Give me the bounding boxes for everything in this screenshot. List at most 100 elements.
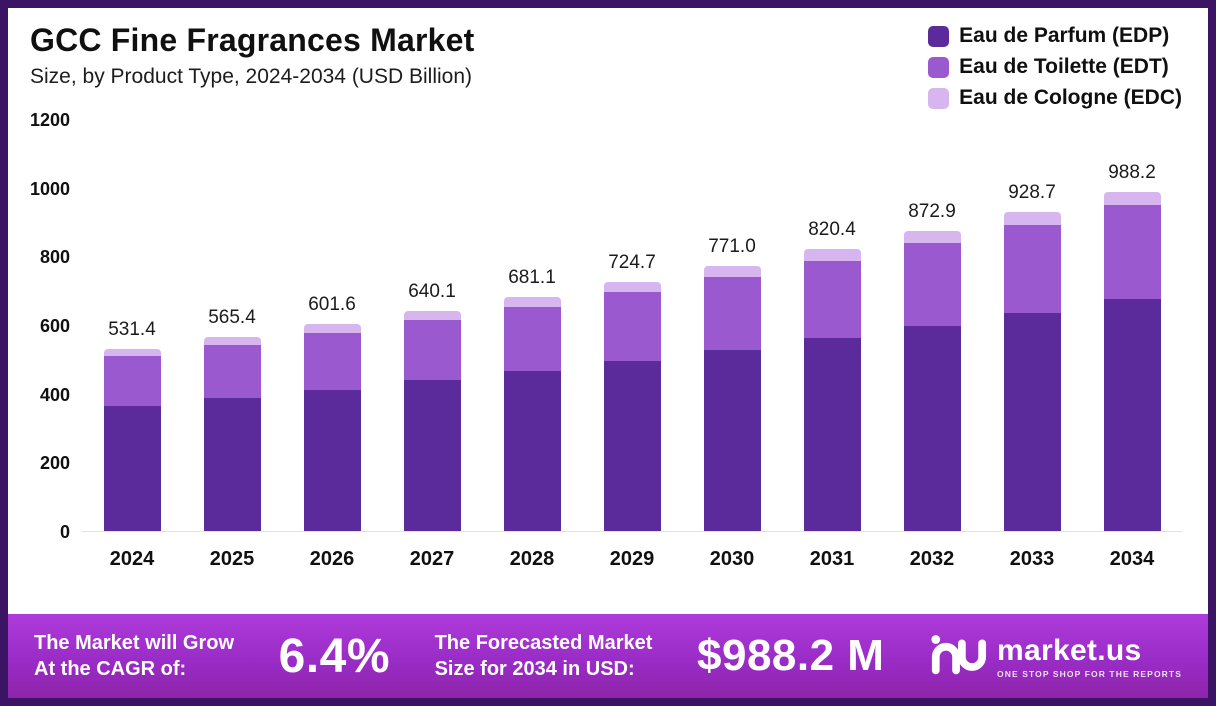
bar-segment-eau-de-parfum-edp- <box>1103 298 1161 531</box>
bar-stack <box>903 231 961 531</box>
bar-segment-eau-de-toilette-edt- <box>803 260 861 339</box>
x-axis-label: 2030 <box>709 548 755 570</box>
legend: Eau de Parfum (EDP) Eau de Toilette (EDT)… <box>928 22 1182 110</box>
cagr-label-line2: At the CAGR of: <box>34 658 187 680</box>
bar-segment-eau-de-cologne-edc- <box>903 231 961 244</box>
bar-total-label: 565.4 <box>208 306 256 328</box>
bar-stack <box>503 297 561 531</box>
bar-stack <box>803 249 861 531</box>
y-axis-label: 400 <box>39 384 70 405</box>
x-axis: 2024 2025 2026 2027 2028 2029 2030 2031 2032 2033… <box>82 548 1182 571</box>
bar-total-label: 988.2 <box>1108 161 1156 183</box>
x-axis-label: 2029 <box>609 548 655 570</box>
bar-group-2029: 724.7 <box>582 120 682 531</box>
brand-name: market.us <box>997 633 1142 667</box>
y-axis: 0 200 400 600 800 1000 1200 <box>20 110 82 542</box>
bar-group-2032: 872.9 <box>882 120 982 531</box>
bar-total-label: 771.0 <box>708 236 756 258</box>
chart-subtitle: Size, by Product Type, 2024-2034 (USD Bi… <box>30 65 473 88</box>
bar-segment-eau-de-toilette-edt- <box>1003 224 1061 313</box>
x-axis-label: 2024 <box>109 548 155 570</box>
x-axis-label: 2027 <box>409 548 455 570</box>
forecast-label-line2: Size for 2034 in USD: <box>434 658 635 680</box>
cagr-value: 6.4% <box>278 629 391 683</box>
bar-group-2031: 820.4 <box>782 120 882 531</box>
bar-segment-eau-de-toilette-edt- <box>603 292 661 361</box>
y-axis-label: 200 <box>39 453 70 474</box>
bar-total-label: 531.4 <box>108 318 156 340</box>
bar-stack <box>1103 191 1161 531</box>
bar-segment-eau-de-cologne-edc- <box>303 324 361 333</box>
bar-segment-eau-de-cologne-edc- <box>1103 191 1161 206</box>
bar-total-label: 640.1 <box>408 281 456 303</box>
bar-group-2024: 531.4 <box>82 120 182 531</box>
legend-label: Eau de Parfum (EDP) <box>959 24 1170 47</box>
bar-stack <box>403 311 461 531</box>
forecast-label: The Forecasted Market Size for 2034 in U… <box>435 630 653 682</box>
x-axis-label: 2028 <box>509 548 555 570</box>
bar-stack <box>203 336 261 531</box>
marketus-logo-icon <box>929 631 987 682</box>
legend-swatch-icon <box>928 56 950 78</box>
bar-segment-eau-de-toilette-edt- <box>703 276 761 350</box>
bar-total-label: 601.6 <box>308 294 356 316</box>
bar-group-2025: 565.4 <box>182 120 282 531</box>
bar-stack <box>703 266 761 531</box>
footer-banner: The Market will Grow At the CAGR of: 6.4… <box>8 614 1208 698</box>
bar-total-label: 820.4 <box>808 219 856 241</box>
bar-total-label: 928.7 <box>1008 182 1056 204</box>
legend-item: Eau de Parfum (EDP) <box>928 24 1182 48</box>
bar-segment-eau-de-parfum-edp- <box>703 349 761 531</box>
chart-header: GCC Fine Fragrances Market Size, by Prod… <box>8 8 1208 110</box>
title-block: GCC Fine Fragrances Market Size, by Prod… <box>30 22 474 89</box>
y-axis-label: 800 <box>39 247 70 268</box>
cagr-label-line1: The Market will Grow <box>34 632 235 654</box>
y-axis-label: 600 <box>39 316 70 336</box>
bar-segment-eau-de-cologne-edc- <box>403 311 461 321</box>
bar-segment-eau-de-toilette-edt- <box>303 332 361 390</box>
bar-group-2027: 640.1 <box>382 120 482 531</box>
x-axis-label: 2025 <box>209 548 255 570</box>
forecast-label-line1: The Forecasted Market <box>434 632 653 654</box>
forecast-value: $988.2 M <box>697 631 885 680</box>
bar-segment-eau-de-parfum-edp- <box>503 370 561 531</box>
bar-segment-eau-de-parfum-edp- <box>903 325 961 531</box>
plot-area: 531.4 565.4 601.6 640.1 681.1 724.7 771.0 820.4… <box>82 120 1182 532</box>
bar-segment-eau-de-toilette-edt- <box>203 344 261 399</box>
bar-group-2030: 771.0 <box>682 120 782 531</box>
legend-label: Eau de Cologne (EDC) <box>959 86 1182 109</box>
legend-label: Eau de Toilette (EDT) <box>959 55 1169 78</box>
x-axis-label: 2033 <box>1009 548 1055 570</box>
bar-segment-eau-de-cologne-edc- <box>803 249 861 261</box>
bar-total-label: 681.1 <box>508 267 556 289</box>
legend-swatch-icon <box>928 25 950 47</box>
bar-segment-eau-de-cologne-edc- <box>603 282 661 293</box>
bar-total-label: 724.7 <box>608 252 656 274</box>
bar-segment-eau-de-toilette-edt- <box>403 320 461 381</box>
x-axis-label: 2034 <box>1109 548 1155 570</box>
bar-segment-eau-de-cologne-edc- <box>1003 212 1061 225</box>
bar-stack <box>303 324 361 531</box>
bar-stack <box>603 282 661 531</box>
x-axis-label: 2031 <box>809 548 855 570</box>
bar-segment-eau-de-cologne-edc- <box>103 348 161 356</box>
brand-text: market.us ONE STOP SHOP FOR THE REPORTS <box>997 634 1182 679</box>
bar-segment-eau-de-toilette-edt- <box>503 306 561 371</box>
bar-segment-eau-de-parfum-edp- <box>603 360 661 531</box>
bar-stack <box>103 348 161 531</box>
bar-segment-eau-de-parfum-edp- <box>1003 312 1061 531</box>
chart-title: GCC Fine Fragrances Market <box>30 22 475 58</box>
bar-group-2026: 601.6 <box>282 120 382 531</box>
x-axis-label: 2032 <box>909 548 955 570</box>
brand-tagline: ONE STOP SHOP FOR THE REPORTS <box>997 668 1182 679</box>
bar-segment-eau-de-toilette-edt- <box>903 243 961 326</box>
cagr-label: The Market will Grow At the CAGR of: <box>34 630 234 682</box>
bar-group-2028: 681.1 <box>482 120 582 531</box>
bar-segment-eau-de-parfum-edp- <box>403 380 461 531</box>
bar-segment-eau-de-parfum-edp- <box>303 389 361 531</box>
bar-segment-eau-de-toilette-edt- <box>1103 205 1161 299</box>
legend-item: Eau de Cologne (EDC) <box>928 86 1182 110</box>
bar-segment-eau-de-parfum-edp- <box>803 338 861 531</box>
legend-item: Eau de Toilette (EDT) <box>928 55 1182 79</box>
